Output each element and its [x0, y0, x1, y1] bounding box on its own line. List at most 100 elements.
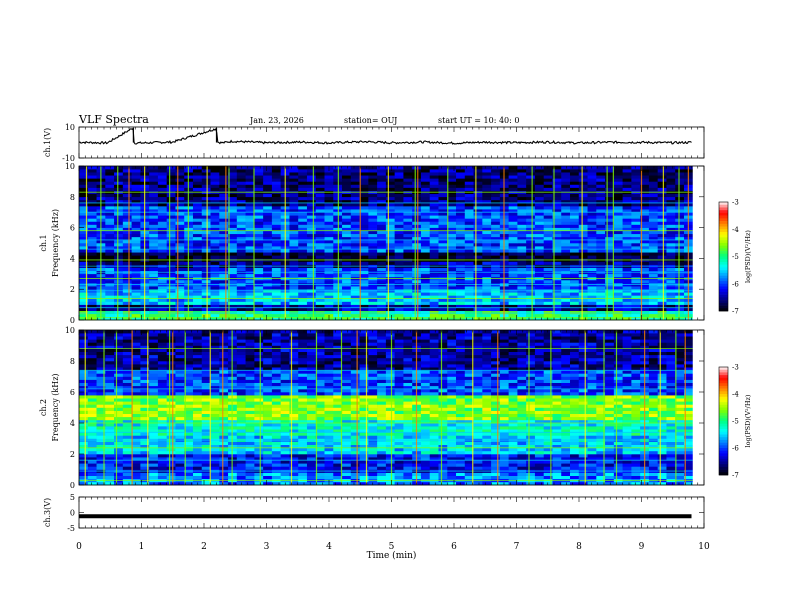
spectrogram-cell [403, 193, 413, 198]
spectrogram-cell [666, 298, 676, 302]
spectrogram-cell [114, 316, 124, 321]
spectrogram-cell [622, 279, 632, 284]
spectrogram-cell [377, 181, 387, 185]
spectrogram-cell [605, 184, 615, 188]
spectrogram-cell [412, 169, 422, 173]
spectrogram-cell [464, 286, 474, 290]
spectrogram-cell [491, 307, 501, 312]
spectrogram-cell [315, 172, 325, 176]
spectrogram-cell [517, 230, 527, 235]
spectrogram-cell [447, 169, 457, 173]
spectrogram-cell [456, 246, 466, 250]
spectrogram-cell [245, 172, 255, 176]
spectrogram-cell [675, 215, 685, 219]
spectrogram-cell [622, 206, 632, 210]
spectrogram-cell [385, 199, 395, 204]
spectrogram-cell [534, 457, 544, 461]
spectrogram-cell [149, 224, 159, 228]
spectrogram-cell [254, 450, 264, 455]
spectrogram-cell [105, 246, 115, 250]
spectrogram-cell [219, 279, 229, 284]
spectrogram-cell [412, 286, 422, 290]
spectrogram-cell [324, 298, 334, 302]
spectrogram-cell [105, 249, 115, 253]
spectrogram-cell [122, 454, 132, 458]
spectrogram-cell [79, 236, 89, 241]
spectrogram-cell [192, 447, 203, 452]
spectrogram-cell [394, 261, 404, 265]
spectrogram-cell [482, 261, 492, 265]
spectrogram-cell [412, 246, 422, 250]
spectrogram-cell [149, 169, 159, 173]
spectrogram-cell [201, 298, 211, 302]
spectrogram-cell [149, 295, 159, 299]
spectrogram-cell [596, 178, 606, 182]
spectrogram-cell [122, 175, 132, 179]
spectrogram-cell [570, 218, 580, 222]
spectrogram-cell [596, 454, 606, 458]
spectrogram-cell [245, 450, 255, 455]
spectrogram-cell [613, 472, 623, 476]
spectrogram-cell [473, 252, 483, 256]
spectrogram-cell [464, 209, 474, 213]
spectrogram-cell [605, 286, 615, 290]
spectrogram-cell [543, 273, 553, 278]
spectrogram-cell [403, 298, 413, 302]
spectrogram-cell [561, 460, 571, 464]
spectrogram-cell [359, 181, 369, 185]
spectrogram-cell [254, 202, 264, 207]
spectrogram-cell [201, 466, 211, 470]
spectrogram-cell [543, 218, 553, 222]
spectrogram-cell [596, 227, 606, 231]
spectrogram-cell [464, 199, 474, 204]
spectrogram-cell [464, 169, 474, 173]
spectrogram-cell [648, 295, 658, 299]
spectrogram-cell [578, 209, 588, 213]
spectrogram-cell [210, 301, 220, 305]
spectrogram-cell [534, 169, 544, 173]
spectrogram-cell [438, 255, 448, 259]
spectrogram-cell [543, 233, 553, 238]
spectrogram-cell [543, 178, 553, 182]
spectrogram-cell [552, 175, 562, 179]
spectrogram-cell [596, 184, 606, 188]
spectrogram-cell [429, 202, 439, 207]
spectrogram-cell [315, 227, 325, 231]
spectrogram-cell [131, 450, 141, 455]
spectrogram-cell [263, 450, 273, 455]
spectrogram-cell [377, 267, 387, 272]
spectrogram-cell [263, 206, 273, 210]
spectrogram-cell [122, 224, 132, 228]
spectrogram-cell [298, 215, 308, 219]
spectrogram-cell [271, 481, 281, 486]
spectrogram-cell [561, 239, 571, 244]
spectrogram-cell [394, 267, 404, 272]
spectrogram-cell [219, 261, 229, 265]
spectrogram-cell [385, 166, 395, 170]
spectrogram-cell [157, 252, 167, 256]
spectrogram-cell [543, 301, 553, 305]
spectrogram-cell [675, 267, 685, 272]
spectrogram-cell [534, 233, 544, 238]
spectrogram-cell [131, 230, 141, 235]
spectrogram-cell [377, 304, 387, 308]
spectrogram-cell [324, 236, 334, 241]
spectrogram-cell [306, 466, 317, 470]
spectrogram-cell [245, 295, 255, 299]
spectrogram-cell [613, 457, 623, 461]
spectrogram-cell [543, 221, 553, 225]
spectrogram-cell [79, 472, 89, 476]
spectrogram-cell [403, 236, 413, 241]
spectrogram-cell [271, 166, 281, 170]
spectrogram-cell [96, 466, 106, 470]
spectrogram-cell [631, 209, 641, 213]
spectrogram-cell [447, 301, 457, 305]
spectrogram-cell [245, 475, 255, 480]
spectrogram-cell [675, 454, 685, 458]
spectrogram-cell [228, 196, 238, 201]
spectrogram-cell [324, 218, 334, 222]
spectrogram-cell [605, 472, 615, 476]
spectrogram-cell [561, 298, 571, 302]
spectrogram-cell [570, 230, 580, 235]
spectrogram-cell [552, 199, 562, 204]
